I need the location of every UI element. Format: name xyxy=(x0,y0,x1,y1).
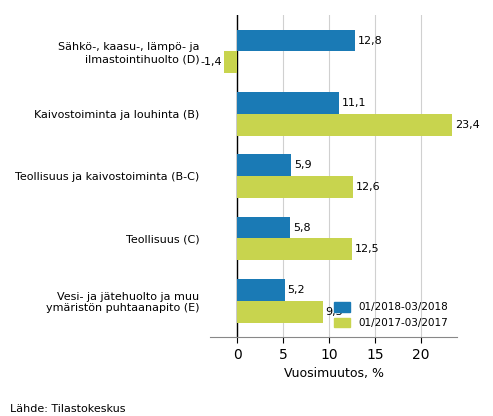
Text: 11,1: 11,1 xyxy=(342,98,366,108)
Bar xyxy=(237,217,290,238)
Bar xyxy=(237,154,291,176)
Text: 5,8: 5,8 xyxy=(293,223,311,233)
Text: -1,4: -1,4 xyxy=(200,57,221,67)
Legend: 01/2018-03/2018, 01/2017-03/2017: 01/2018-03/2018, 01/2017-03/2017 xyxy=(330,298,452,332)
Text: 5,2: 5,2 xyxy=(288,285,305,295)
Bar xyxy=(237,238,352,260)
Bar xyxy=(237,30,354,52)
Text: 23,4: 23,4 xyxy=(455,120,480,130)
Text: 9,3: 9,3 xyxy=(325,307,343,317)
Bar xyxy=(237,279,285,301)
X-axis label: Vuosimuutos, %: Vuosimuutos, % xyxy=(283,367,384,380)
Text: 12,6: 12,6 xyxy=(355,182,380,192)
Bar xyxy=(237,92,339,114)
Text: 12,5: 12,5 xyxy=(354,244,379,254)
Text: 12,8: 12,8 xyxy=(357,35,382,46)
Bar xyxy=(237,176,353,198)
Text: Lähde: Tilastokeskus: Lähde: Tilastokeskus xyxy=(10,404,125,414)
Bar xyxy=(224,52,237,73)
Text: 5,9: 5,9 xyxy=(294,160,312,170)
Bar xyxy=(237,301,322,322)
Bar xyxy=(237,114,452,136)
